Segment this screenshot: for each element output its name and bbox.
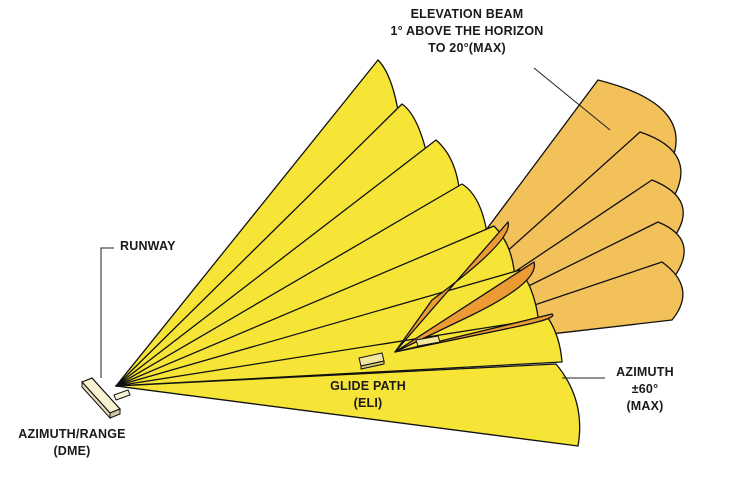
- azimuth-beams: [115, 59, 581, 447]
- runway-label: RUNWAY: [120, 238, 176, 255]
- elevation-label-line-3: TO 20°(MAX): [428, 41, 506, 55]
- elevation-label-line-2: 1° ABOVE THE HORIZON: [390, 24, 544, 38]
- azimuth-range-label-line-1: AZIMUTH/RANGE: [18, 427, 126, 441]
- runway-leader-line: [100, 247, 114, 378]
- elevation-beam-label: ELEVATION BEAM 1° ABOVE THE HORIZON TO 2…: [360, 6, 574, 57]
- elevation-overlap-beam: [394, 261, 536, 353]
- azimuth-label-line-2: ±60°: [631, 382, 659, 396]
- azimuth-label-line-3: (MAX): [626, 399, 664, 413]
- elevation-overlap-beam: [394, 221, 510, 353]
- elevation-label-line-1: ELEVATION BEAM: [410, 7, 524, 21]
- azimuth-range-label: AZIMUTH/RANGE (DME): [10, 426, 134, 460]
- azimuth-beam: [115, 363, 581, 447]
- glide-path-label-line-1: GLIDE PATH: [330, 379, 406, 393]
- glide-path-label: GLIDE PATH (ELI): [314, 378, 422, 412]
- azimuth-label: AZIMUTH ±60° (MAX): [604, 364, 686, 415]
- elevation-antenna: [415, 335, 441, 347]
- runway-label-text: RUNWAY: [120, 239, 176, 253]
- azimuth-range-antenna: [80, 377, 131, 420]
- azimuth-label-line-1: AZIMUTH: [616, 365, 674, 379]
- glide-path-label-line-2: (ELI): [353, 396, 383, 410]
- azimuth-range-label-line-2: (DME): [53, 444, 91, 458]
- elevation-leader-line: [533, 67, 611, 131]
- glide-path-transmitter: [358, 352, 385, 370]
